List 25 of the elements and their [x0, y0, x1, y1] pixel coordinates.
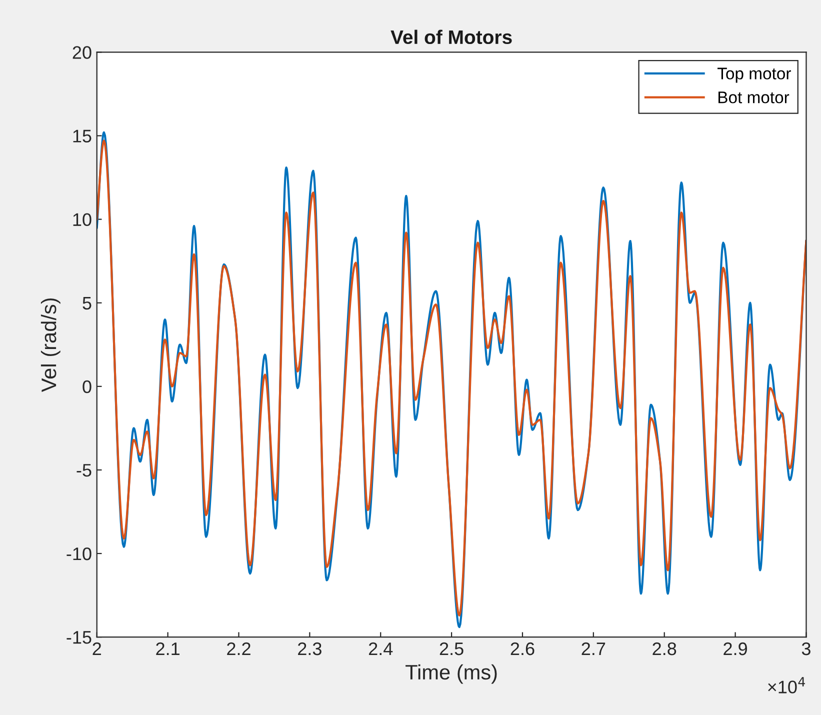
x-tick-label: 2.7 [582, 642, 606, 656]
y-tick-label: -10 [66, 547, 92, 560]
x-tick-label: 2.5 [440, 642, 464, 656]
x-tick-label: 2.4 [368, 642, 393, 656]
x-tick-label: 3 [802, 642, 810, 656]
y-tick-label: 5 [82, 296, 92, 310]
y-tick-label: 10 [73, 213, 92, 226]
x-tick-label: 2.3 [298, 642, 322, 656]
legend-label: Bot motor [718, 92, 790, 104]
y-tick-label: 20 [72, 46, 92, 59]
y-tick-label: 0 [82, 380, 92, 394]
x-tick-label: 2 [92, 642, 101, 656]
x-tick-label: 2.9 [724, 642, 747, 656]
y-axis-title: Vel (rad/s) [40, 298, 60, 392]
chart-title: Vel of Motors [390, 30, 512, 44]
text: ×10$^{4}$ [768, 677, 805, 694]
y-tick-label: -15 [66, 631, 92, 644]
x-tick-label: 2.2 [227, 642, 250, 656]
y-tick-label: 15 [73, 130, 92, 142]
legend-label: Top motor [718, 68, 791, 83]
x-tick-label: 2.1 [156, 642, 180, 656]
y-tick-label: -5 [76, 464, 92, 477]
x-tick-label: 2.6 [510, 642, 534, 656]
x-axis-title: Time (ms) [406, 664, 497, 684]
x-tick-label: 2.8 [652, 642, 676, 656]
